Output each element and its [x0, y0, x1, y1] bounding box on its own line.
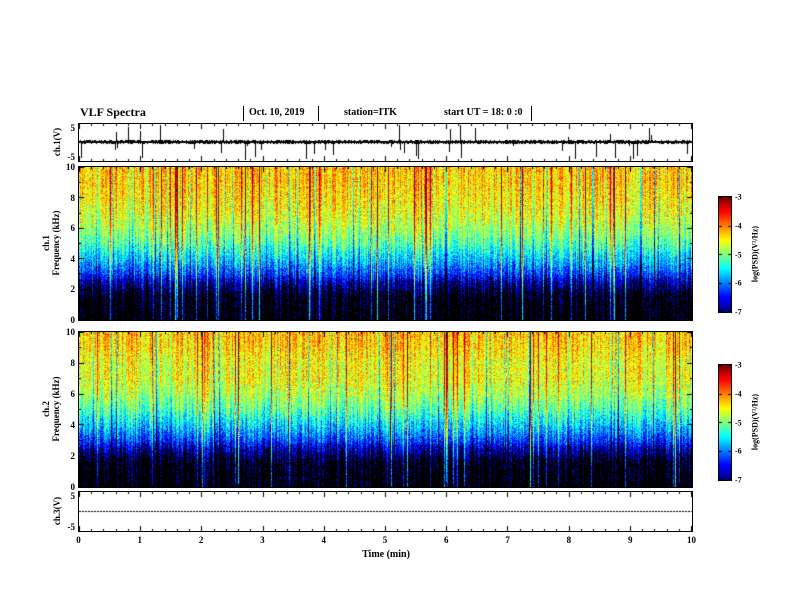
x-tick-label: 9 [627, 535, 633, 545]
colorbar-tick-label: -7 [735, 307, 742, 317]
ch1-voltage-axis-label: ch.1(V) [52, 127, 62, 157]
colorbar-tick-label: -7 [735, 475, 742, 485]
x-tick-label: 5 [382, 535, 388, 545]
y-tick-label: 6 [70, 389, 76, 399]
x-tick-label: 7 [505, 535, 510, 545]
ch3-waveform-plot [79, 492, 692, 531]
ch1-waveform-panel [78, 123, 693, 162]
y-tick-label: 8 [70, 192, 76, 203]
y-tick-label: -5 [67, 522, 76, 532]
colorbar-tick-label: -3 [735, 192, 742, 202]
ch2-frequency-axis-label: ch.2 Frequency (kHz) [41, 376, 61, 441]
header-glitch-bar [243, 106, 244, 121]
y-tick-label: -5 [67, 152, 76, 162]
colorbar-tick-label: -5 [735, 250, 742, 259]
frequency-label-line: Frequency (kHz) [51, 210, 61, 276]
x-tick-label: 2 [198, 535, 204, 545]
y-tick-label: 8 [70, 358, 76, 368]
y-tick-label: 4 [70, 420, 76, 430]
y-tick-label: 10 [66, 162, 75, 172]
ch1-frequency-axis-label: ch.1 Frequency (kHz) [41, 210, 61, 275]
colorbar-tick-label: -6 [735, 446, 742, 456]
colorbar-ch2-gradient [719, 365, 731, 480]
colorbar-units-label-ch1: log(PSD)(V²/Hz) [750, 225, 760, 283]
colorbar-tick-label: -4 [735, 221, 742, 231]
x-axis-label: Time (min) [362, 549, 410, 560]
y-tick-label: 2 [70, 451, 76, 461]
colorbar-tick-label: -5 [735, 418, 742, 427]
y-tick-label: 2 [70, 284, 76, 295]
y-tick-label: 0 [70, 482, 76, 492]
colorbar-tick-label: -4 [735, 389, 742, 399]
colorbar-units-label-ch2: log(PSD)(V²/Hz) [750, 393, 760, 451]
x-tick-label: 1 [137, 535, 143, 545]
y-tick-label: 6 [70, 223, 76, 234]
colorbar-tick-label: -6 [735, 278, 742, 288]
ch2-label-line: ch.2 [41, 401, 51, 417]
ch1-waveform-plot [79, 124, 692, 161]
ch2-spectrogram-panel [78, 331, 693, 488]
y-tick-label: 0 [70, 315, 76, 325]
x-tick-label: 4 [321, 535, 326, 545]
x-tick-label: 6 [444, 535, 449, 545]
colorbar-ch1 [718, 196, 732, 313]
figure-title: VLF Spectra [80, 105, 146, 119]
y-tick-label: 10 [66, 327, 75, 337]
start-ut-label: start UT = 18: 0 :0 [444, 107, 523, 118]
y-tick-label: 4 [70, 253, 76, 264]
y-tick-label: 5 [70, 491, 76, 501]
ch2-spectrogram-plot [79, 332, 692, 487]
ch1-spectrogram-plot [79, 167, 692, 320]
y-tick-label: 5 [70, 123, 76, 133]
header-glitch-bar [531, 106, 532, 121]
ch1-label-line: ch.1 [41, 235, 51, 251]
date-label: Oct. 10, 2019 [249, 107, 305, 118]
frequency-label-line: Frequency (kHz) [51, 376, 61, 442]
station-label: station=ITK [344, 107, 397, 118]
x-tick-label: 8 [566, 535, 572, 545]
x-tick-label: 3 [260, 535, 265, 545]
ch3-voltage-axis-label: ch.3(V) [52, 496, 62, 526]
ch1-spectrogram-panel [78, 166, 693, 321]
header-glitch-bar [318, 106, 319, 121]
x-tick-label: 10 [687, 535, 696, 545]
colorbar-tick-label: -3 [735, 360, 742, 370]
colorbar-ch2 [718, 364, 732, 481]
ch3-waveform-panel [78, 491, 693, 532]
x-tick-label: 0 [76, 535, 81, 545]
colorbar-ch1-gradient [719, 197, 731, 312]
